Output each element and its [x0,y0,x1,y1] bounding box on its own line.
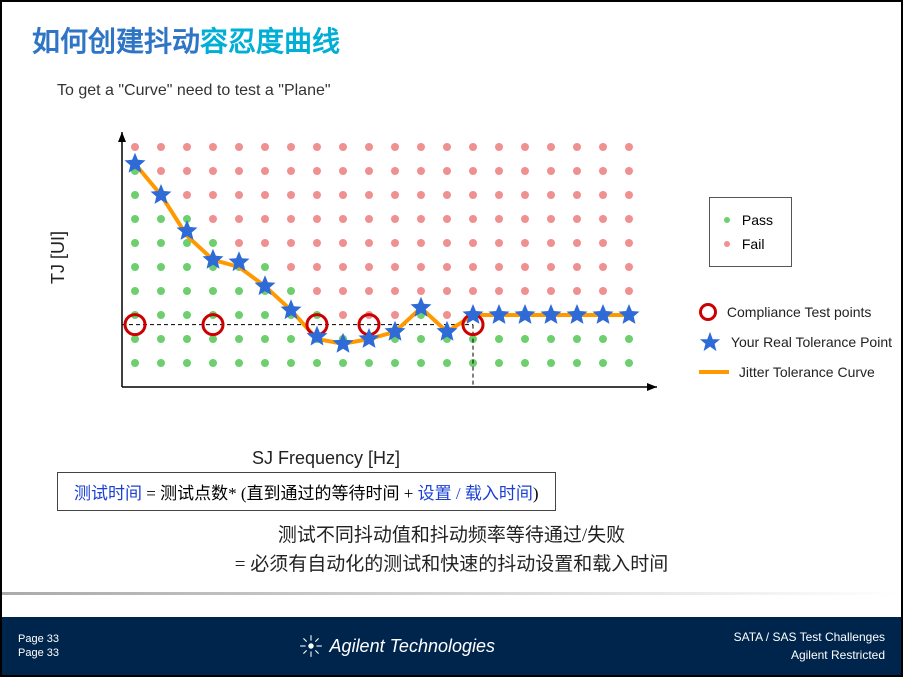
chart-area: TJ [UI] SJ Frequency [Hz] Pass Fail Comp… [72,117,832,437]
legend-tolerance: Your Real Tolerance Point [699,327,892,357]
footer-right: SATA / SAS Test Challenges Agilent Restr… [734,628,885,664]
desc-line2: = 必须有自动化的测试和快速的抖动设置和载入时间 [2,551,901,580]
legend-fail: Fail [724,232,773,256]
star-icon [699,331,721,353]
legend-compliance-label: Compliance Test points [727,304,871,320]
x-axis-label: SJ Frequency [Hz] [252,448,400,469]
legend-passfail: Pass Fail [709,197,792,267]
page-num-b: Page 33 [18,646,59,660]
legend-pass-label: Pass [742,212,773,228]
title-part1: 如何创建抖动 [32,26,200,57]
slide-title: 如何创建抖动容忍度曲线 [2,2,901,60]
footer-right2: Agilent Restricted [734,646,885,664]
legend-side: Compliance Test points Your Real Toleran… [699,297,892,387]
title-part2: 容忍度曲线 [200,26,340,57]
brand-label: Agilent Technologies [330,636,495,657]
formula-p1: 测试时间 [74,484,142,503]
legend-tolerance-label: Your Real Tolerance Point [731,334,892,350]
legend-fail-label: Fail [742,236,765,252]
divider [2,592,901,595]
footer: Page 33 Page 33 Agilent Technologies SAT… [2,617,901,675]
legend-curve-label: Jitter Tolerance Curve [739,364,875,380]
formula-p4: ) [533,484,539,503]
footer-left: Page 33 Page 33 [18,632,59,661]
footer-center: Agilent Technologies [298,633,495,659]
formula-p2: = 测试点数* (直到通过的等待时间 + [142,484,418,503]
legend-curve: Jitter Tolerance Curve [699,357,892,387]
page-num-a: Page 33 [18,632,59,646]
subtitle: To get a "Curve" need to test a "Plane" [2,60,901,100]
spark-icon [298,633,324,659]
legend-compliance: Compliance Test points [699,297,892,327]
formula-box: 测试时间 = 测试点数* (直到通过的等待时间 + 设置 / 载入时间) [57,472,556,511]
y-axis-label: TJ [UI] [48,231,69,284]
fail-dot-icon [724,241,730,247]
circle-icon [699,303,717,321]
footer-right1: SATA / SAS Test Challenges [734,628,885,646]
pass-dot-icon [724,217,730,223]
legend-pass: Pass [724,208,773,232]
line-icon [699,370,729,374]
chart-svg [72,117,672,417]
description: 测试不同抖动值和抖动频率等待通过/失败 = 必须有自动化的测试和快速的抖动设置和… [2,522,901,579]
desc-line1: 测试不同抖动值和抖动频率等待通过/失败 [2,522,901,551]
formula-p3: 设置 / 载入时间 [418,484,533,503]
